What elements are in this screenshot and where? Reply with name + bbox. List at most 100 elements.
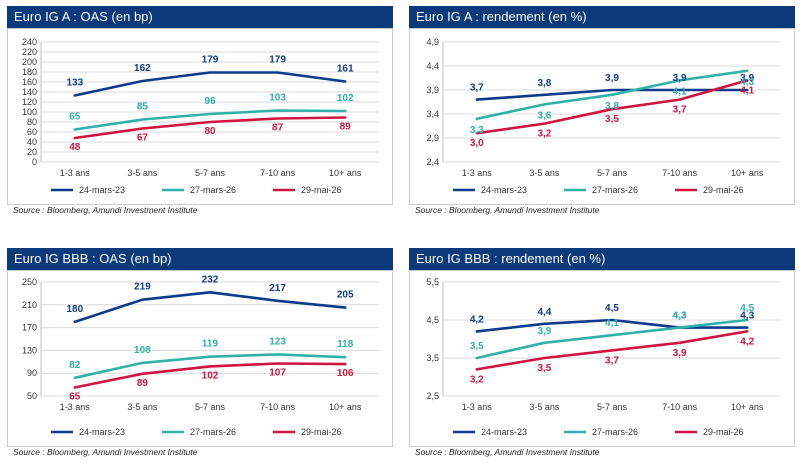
y-tick-label: 4,9 xyxy=(426,37,439,47)
x-tick-label: 1-3 ans xyxy=(60,402,91,412)
x-tick-label: 3-5 ans xyxy=(127,402,158,412)
y-tick-label: 160 xyxy=(22,77,37,87)
y-tick-label: 60 xyxy=(27,127,37,137)
legend-label-teal: 27-mars-26 xyxy=(592,427,638,437)
x-tick-label: 10+ ans xyxy=(731,402,764,412)
y-tick-label: 200 xyxy=(22,57,37,67)
data-label-red: 107 xyxy=(269,368,286,379)
data-label-teal: 4,1 xyxy=(605,318,619,329)
chart-title: Euro IG A : rendement (en %) xyxy=(409,6,795,28)
data-label-dark: 3,9 xyxy=(740,73,754,84)
data-label-teal: 96 xyxy=(204,96,216,107)
data-label-teal: 119 xyxy=(202,339,219,350)
source-note: Source : Bloomberg, Amundi Investment In… xyxy=(13,447,198,457)
y-tick-label: 5,5 xyxy=(426,277,439,287)
data-label-dark: 4,2 xyxy=(470,314,484,325)
x-tick-label: 5-7 ans xyxy=(597,402,628,412)
data-label-teal: 65 xyxy=(69,112,81,123)
data-label-dark: 179 xyxy=(202,55,219,66)
chart-panel-ig-bbb-oas: Euro IG BBB : OAS (en bp) 50 90 130 170 210 2… xyxy=(7,248,393,457)
source-note: Source : Bloomberg, Amundi Investment In… xyxy=(415,205,600,215)
x-tick-label: 3-5 ans xyxy=(529,168,560,178)
y-tick-label: 4,4 xyxy=(426,61,439,71)
data-label-dark: 3,9 xyxy=(605,73,619,84)
legend-label-dark: 24-mars-23 xyxy=(79,427,125,437)
source-note: Source : Bloomberg, Amundi Investment In… xyxy=(13,205,198,215)
data-label-dark: 219 xyxy=(134,282,151,293)
series-line-dark xyxy=(73,290,347,324)
data-label-teal: 102 xyxy=(337,93,354,104)
legend-label-red: 29-mai-26 xyxy=(703,427,744,437)
y-tick-label: 240 xyxy=(22,37,37,47)
legend-label-dark: 24-mars-23 xyxy=(481,185,527,195)
data-label-dark: 161 xyxy=(337,64,354,75)
chart-ig-bbb-oas: 50 90 130 170 210 250 1-3 ans 3-5 ans 5-7 ans 7-1… xyxy=(7,270,393,447)
data-label-teal: 4,1 xyxy=(673,86,687,97)
series-line-red xyxy=(73,116,347,140)
x-tick-label: 3-5 ans xyxy=(529,402,560,412)
data-label-teal: 4,3 xyxy=(740,77,754,88)
legend-label-red: 29-mai-26 xyxy=(703,185,744,195)
data-label-teal: 3,8 xyxy=(605,101,619,112)
series-line-dark xyxy=(475,318,749,333)
y-tick-label: 2,4 xyxy=(426,157,439,167)
series-line-teal xyxy=(73,353,347,380)
data-label-teal: 3,9 xyxy=(537,326,551,337)
chart-title: Euro IG A : OAS (en bp) xyxy=(7,6,393,28)
data-label-dark: 3,7 xyxy=(470,83,484,94)
y-tick-label: 3,5 xyxy=(426,353,439,363)
data-label-dark: 180 xyxy=(66,304,83,315)
data-label-red: 3,5 xyxy=(537,363,551,374)
data-label-dark: 179 xyxy=(269,55,286,66)
data-label-red: 4,2 xyxy=(740,336,754,347)
data-label-dark: 205 xyxy=(337,290,354,301)
series-line-red xyxy=(475,79,749,135)
data-label-teal: 82 xyxy=(69,360,81,371)
chart-ig-a-yield: 2,4 2,9 3,4 3,9 4,4 4,9 1-3 ans 3-5 ans 5-7 ans 7… xyxy=(409,28,795,205)
x-tick-label: 5-7 ans xyxy=(195,168,226,178)
chart-panel-ig-a-oas: Euro IG A : OAS (en bp) 0 20 40 60 80 100 120 1… xyxy=(7,6,393,215)
x-tick-label: 7-10 ans xyxy=(662,402,698,412)
x-tick-label: 7-10 ans xyxy=(260,168,296,178)
y-tick-label: 120 xyxy=(22,97,37,107)
data-label-teal: 118 xyxy=(337,339,354,350)
data-label-teal: 4,3 xyxy=(673,311,687,322)
data-label-dark: 4,3 xyxy=(740,311,754,322)
series-line-dark xyxy=(73,71,347,97)
x-tick-label: 5-7 ans xyxy=(195,402,226,412)
legend-label-teal: 27-mars-26 xyxy=(592,185,638,195)
data-label-dark: 3,8 xyxy=(537,78,551,89)
data-label-teal: 123 xyxy=(269,336,286,347)
data-label-red: 80 xyxy=(204,126,216,137)
y-tick-label: 3,9 xyxy=(426,85,439,95)
data-label-teal: 3,5 xyxy=(470,341,484,352)
data-label-red: 65 xyxy=(69,391,81,402)
data-label-dark: 217 xyxy=(269,283,286,294)
data-label-red: 3,7 xyxy=(605,355,619,366)
data-label-red: 102 xyxy=(202,370,219,381)
y-tick-label: 170 xyxy=(22,323,37,333)
data-label-red: 87 xyxy=(272,123,284,134)
data-label-dark: 3,9 xyxy=(673,73,687,84)
data-label-red: 3,7 xyxy=(673,105,687,116)
y-tick-label: 40 xyxy=(27,137,37,147)
y-tick-label: 2,5 xyxy=(426,391,439,401)
series-line-dark xyxy=(475,88,749,101)
series-line-teal xyxy=(475,69,749,121)
y-tick-label: 4,5 xyxy=(426,315,439,325)
x-tick-label: 1-3 ans xyxy=(60,168,91,178)
chart-panel-ig-bbb-yield: Euro IG BBB : rendement (en %) 2,5 3,5 4,5… xyxy=(409,248,795,457)
chart-title: Euro IG BBB : rendement (en %) xyxy=(409,248,795,270)
data-label-teal: 103 xyxy=(269,93,286,104)
y-tick-label: 50 xyxy=(27,391,37,401)
y-tick-label: 3,4 xyxy=(426,109,439,119)
y-tick-label: 80 xyxy=(27,117,37,127)
data-label-teal: 3,6 xyxy=(537,110,551,121)
chart-panel-ig-a-yield: Euro IG A : rendement (en %) 2,4 2,9 3,4 3,… xyxy=(409,6,795,215)
data-label-red: 3,0 xyxy=(470,138,484,149)
data-label-teal: 3,3 xyxy=(470,125,484,136)
y-tick-label: 130 xyxy=(22,345,37,355)
y-tick-label: 20 xyxy=(27,147,37,157)
data-label-red: 89 xyxy=(340,122,352,133)
